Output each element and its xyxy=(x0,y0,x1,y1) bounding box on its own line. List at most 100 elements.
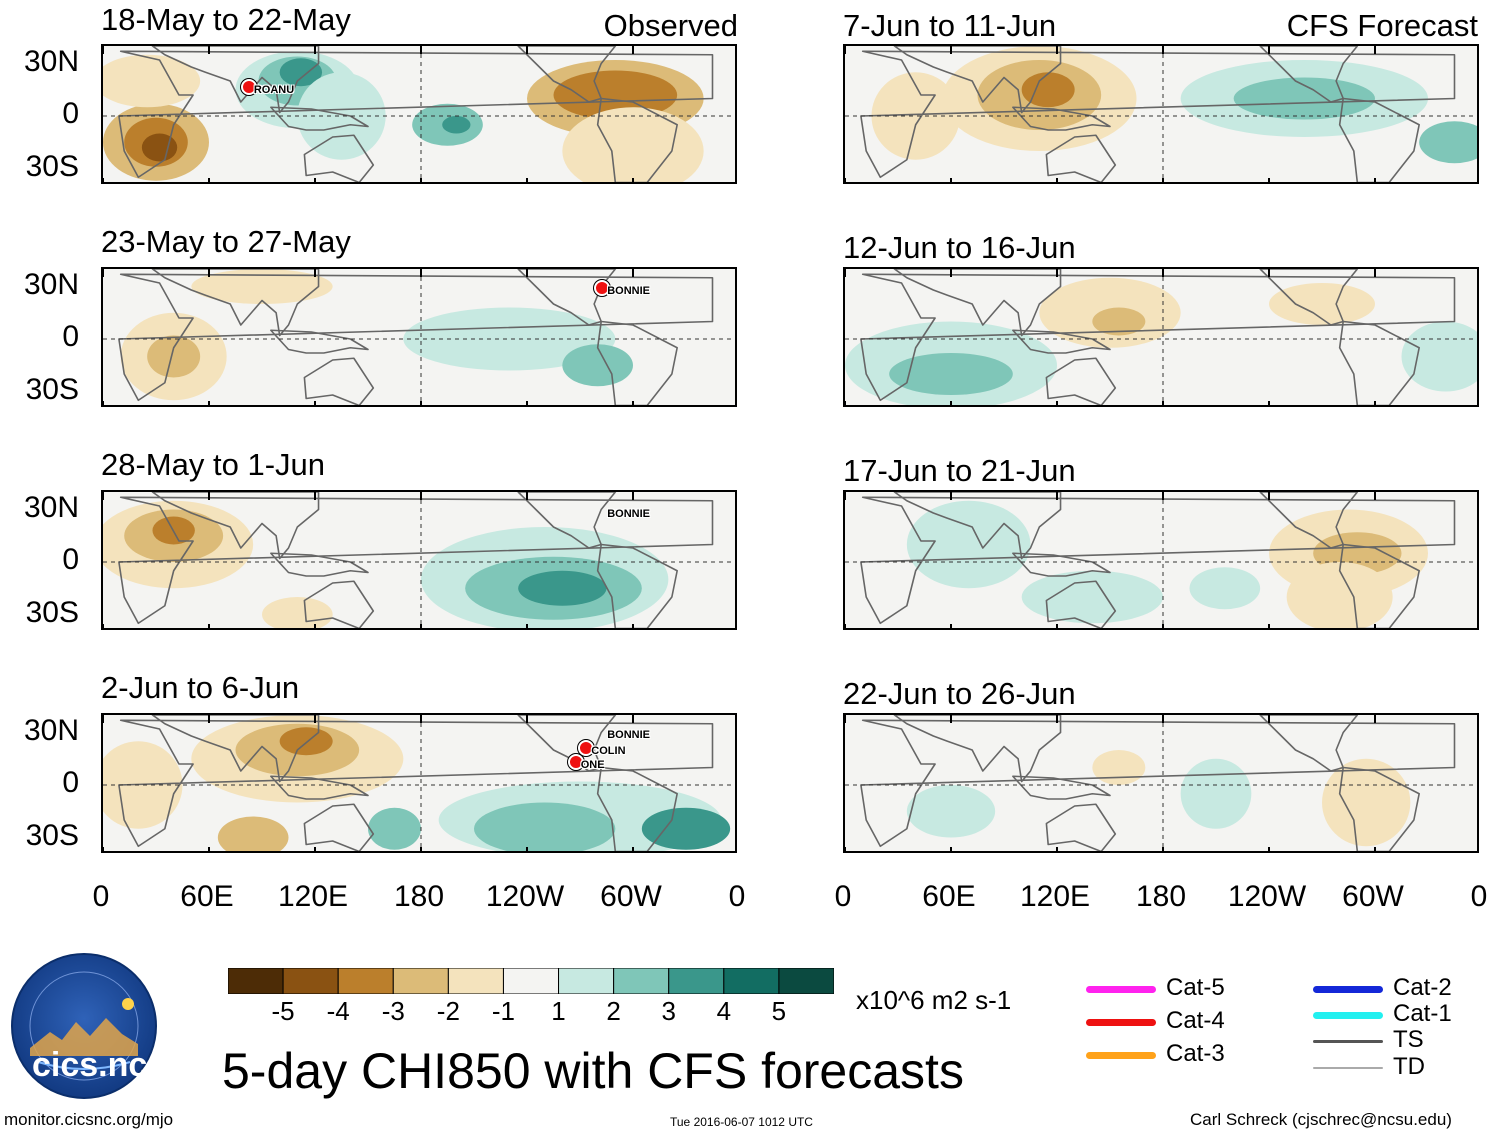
x-tick-label: 60E xyxy=(180,880,234,913)
map-field xyxy=(845,492,1477,628)
colorbar-tick-label: -1 xyxy=(491,996,516,1026)
legend-line-ts xyxy=(1313,1040,1383,1043)
forecast-label: CFS Forecast xyxy=(1286,8,1478,43)
cics-logo-graphic xyxy=(11,953,157,1099)
map-field xyxy=(845,269,1477,405)
map-field xyxy=(103,715,735,851)
coastline xyxy=(517,492,617,549)
x-tick-label: 0 xyxy=(834,880,852,913)
coastline xyxy=(596,97,678,182)
coastline xyxy=(860,719,1456,848)
footer-timestamp: Tue 2016-06-07 1012 UTC xyxy=(670,1115,813,1129)
colorbar-tick-label: 5 xyxy=(771,996,787,1026)
coastline xyxy=(1012,329,1111,354)
coastline xyxy=(1259,715,1359,772)
storm-label: ROANU xyxy=(253,84,295,97)
coastline xyxy=(118,50,714,179)
coastline xyxy=(270,106,369,131)
storm-marker xyxy=(578,739,595,756)
map-panel-observed-2: BONNIE xyxy=(101,267,737,407)
y-tick-label: 30N xyxy=(23,267,79,301)
coastline xyxy=(893,269,1062,337)
anomaly-contour xyxy=(191,269,333,304)
coastline xyxy=(1259,269,1359,326)
coastline xyxy=(596,766,678,851)
colorbar-swatch xyxy=(392,968,449,994)
y-tick-label: 30N xyxy=(23,490,79,524)
panel-title-fc-1: 7-Jun to 11-Jun xyxy=(843,8,1057,43)
y-tick-label: 0 xyxy=(62,543,79,576)
x-tick-label: 120W xyxy=(1227,880,1307,913)
panel-title-obs-3: 28-May to 1-Jun xyxy=(101,447,325,482)
anomaly-contour xyxy=(279,727,333,756)
figure-title: 5-day CHI850 with CFS forecasts xyxy=(222,1043,964,1099)
anomaly-contour xyxy=(1322,758,1411,847)
coastline xyxy=(1045,803,1117,851)
colorbar-tick-label: 4 xyxy=(716,996,732,1026)
storm-marker xyxy=(240,79,257,96)
coastline xyxy=(860,50,1456,179)
footer-author: Carl Schreck (cjschrec@ncsu.edu) xyxy=(1190,1110,1452,1129)
storm-label: BONNIE xyxy=(607,507,650,520)
panel-title-obs-4: 2-Jun to 6-Jun xyxy=(101,670,300,705)
cics-logo: cics.nc xyxy=(10,952,158,1100)
coastline xyxy=(893,715,1062,783)
y-tick-label: 30N xyxy=(23,44,79,78)
x-tick-label: 60E xyxy=(922,880,976,913)
colorbar-tick-label: -2 xyxy=(436,996,460,1026)
coastline xyxy=(270,775,369,800)
map-field xyxy=(845,715,1477,851)
coastline xyxy=(860,496,1456,625)
colorbar-tick-label: 3 xyxy=(661,996,676,1026)
x-tick-label: 60W xyxy=(1342,880,1404,913)
coastline xyxy=(303,357,375,405)
anomaly-contour xyxy=(442,116,471,134)
storm-label: BONNIE xyxy=(607,728,650,741)
map-field xyxy=(845,46,1477,182)
colorbar-tick-label: -4 xyxy=(326,996,350,1026)
legend-label-cat-5: Cat-5 xyxy=(1166,974,1225,1001)
anomaly-contour xyxy=(906,500,1031,589)
anomaly-contour xyxy=(562,344,633,387)
colorbar-swatch xyxy=(337,968,394,994)
coastline xyxy=(1012,552,1111,577)
legend-line-td xyxy=(1313,1067,1383,1069)
anomaly-contour xyxy=(641,807,731,850)
anomaly-contour xyxy=(1269,283,1375,325)
colorbar-swatch xyxy=(558,968,615,994)
coastline xyxy=(1338,543,1420,628)
colorbar-tick-label: 1 xyxy=(551,996,566,1026)
coastline xyxy=(1338,320,1420,405)
coastline xyxy=(893,492,1062,560)
map-field xyxy=(103,492,735,628)
anomaly-contour xyxy=(297,72,386,160)
anomaly-contour xyxy=(1021,72,1075,108)
coastline xyxy=(303,134,375,182)
anomaly-contour xyxy=(1401,321,1477,392)
coastline xyxy=(1045,134,1117,182)
legend-line-cat-2 xyxy=(1313,986,1383,993)
anomaly-contour xyxy=(871,72,960,160)
map-panel-forecast-3 xyxy=(843,490,1479,630)
colorbar-swatch xyxy=(613,968,670,994)
x-tick-label: 180 xyxy=(1135,880,1187,913)
legend-line-cat-4 xyxy=(1086,1019,1156,1026)
map-field xyxy=(103,269,735,405)
coastline xyxy=(270,552,369,577)
coastline xyxy=(1045,357,1117,405)
legend-label-cat-3: Cat-3 xyxy=(1166,1040,1225,1067)
colorbar-tick-label: 2 xyxy=(606,996,621,1026)
storm-marker xyxy=(594,279,611,296)
y-tick-label: 0 xyxy=(62,97,79,130)
coastline xyxy=(517,46,617,103)
anomaly-contour xyxy=(474,802,616,851)
coastline xyxy=(118,719,714,848)
map-panel-forecast-4 xyxy=(843,713,1479,853)
coastline xyxy=(1259,46,1359,103)
map-panel-forecast-2 xyxy=(843,267,1479,407)
anomaly-contour xyxy=(1021,570,1163,624)
coastline xyxy=(860,273,1456,402)
anomaly-contour xyxy=(889,353,1013,395)
coastline xyxy=(303,580,375,628)
anomaly-contour xyxy=(403,307,616,371)
